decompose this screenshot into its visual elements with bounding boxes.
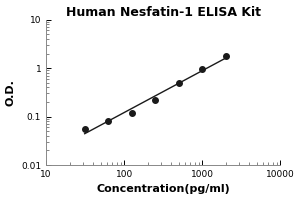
Point: [176, 81, 181, 84]
Point: [106, 120, 111, 123]
X-axis label: Concentration(pg/ml): Concentration(pg/ml): [96, 184, 230, 194]
Point: [200, 68, 205, 71]
Y-axis label: O.D.: O.D.: [6, 79, 16, 106]
Point: [223, 55, 228, 58]
Title: Human Nesfatin-1 ELISA Kit: Human Nesfatin-1 ELISA Kit: [66, 6, 261, 19]
Point: [82, 128, 87, 131]
Point: [129, 111, 134, 114]
Point: [153, 98, 158, 102]
